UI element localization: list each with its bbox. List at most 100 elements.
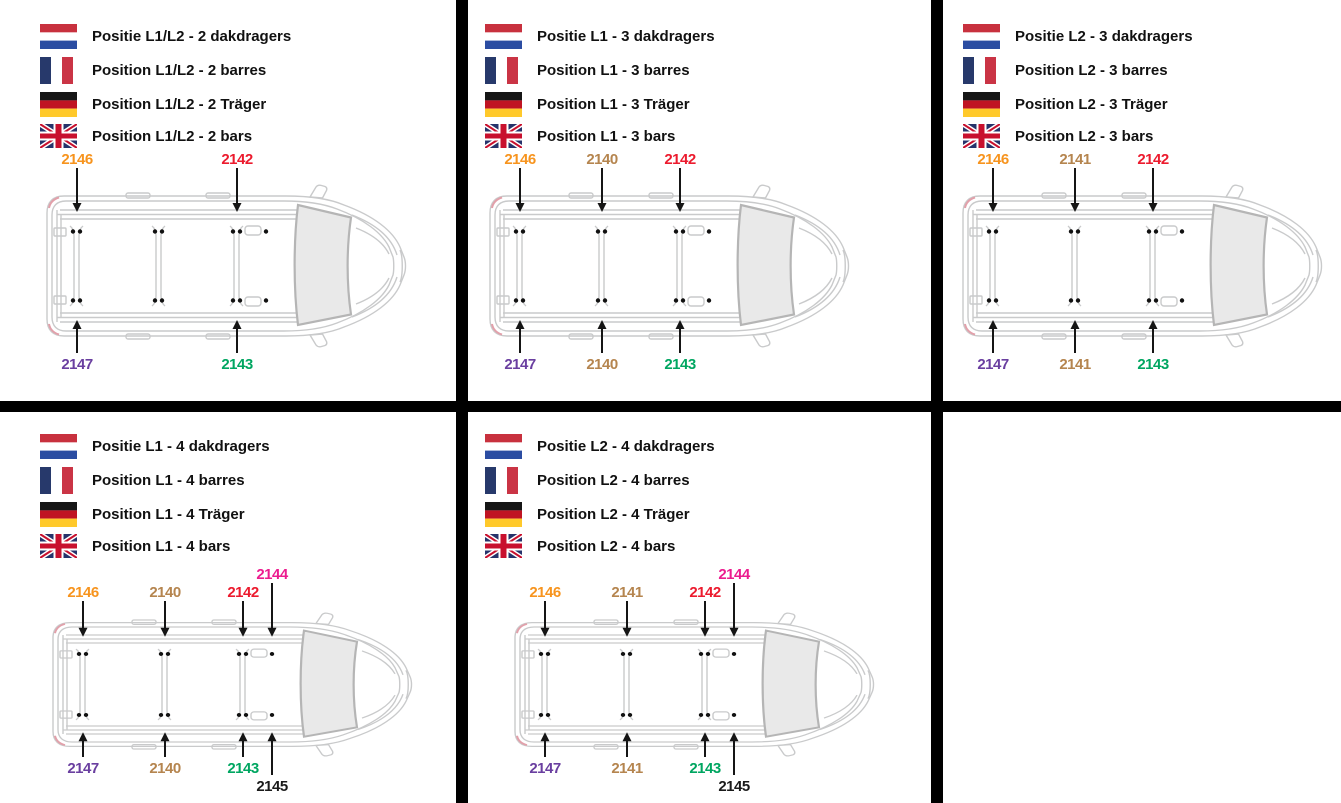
part-number-label: 2140 [586, 356, 618, 373]
flag-germany-icon [963, 91, 1000, 117]
legend-row-de: Position L1 - 3 Träger [485, 90, 690, 118]
legend-row-uk: Position L2 - 4 bars [485, 532, 675, 560]
legend-row-de: Position L1 - 4 Träger [40, 500, 245, 528]
panel-l2-4-bars: Positie L2 - 4 dakdragers Position L2 - … [470, 411, 931, 803]
part-number-label: 2144 [256, 566, 288, 583]
legend-label: Position L1 - 4 bars [92, 537, 231, 555]
part-number-label: 2142 [227, 584, 259, 601]
flag-netherlands-icon [485, 433, 522, 459]
flag-netherlands-icon [40, 433, 77, 459]
flag-uk-icon [485, 124, 522, 148]
van-top-view [962, 184, 1323, 348]
legend-label: Position L2 - 3 barres [1015, 61, 1168, 79]
part-number-label: 2146 [977, 151, 1009, 168]
legend-label: Positie L1/L2 - 2 dakdragers [92, 27, 292, 45]
part-number-label: 2147 [529, 760, 561, 777]
part-number-label: 2142 [689, 584, 721, 601]
part-number-label: 2147 [977, 356, 1009, 373]
taillight-accents [54, 623, 66, 746]
legend-label: Position L2 - 4 Träger [537, 505, 690, 523]
windshield [736, 203, 796, 327]
part-number-label: 2146 [529, 584, 561, 601]
taillight-accents [48, 196, 60, 336]
flag-uk-icon [485, 534, 522, 558]
part-number-label: 2145 [256, 778, 288, 795]
part-number-label: 2143 [227, 760, 259, 777]
legend-row-de: Position L2 - 3 Träger [963, 90, 1168, 118]
legend-label: Position L1 - 4 barres [92, 471, 245, 489]
flag-netherlands-icon [40, 23, 77, 49]
legend-label: Positie L1 - 3 dakdragers [537, 27, 715, 45]
taillight-accents [516, 623, 528, 746]
part-number-label: 2141 [1059, 356, 1091, 373]
legend-row-fr: Position L2 - 4 barres [485, 466, 690, 494]
flag-germany-icon [485, 501, 522, 527]
part-number-label: 2141 [1059, 151, 1091, 168]
legend-label: Position L2 - 4 bars [537, 537, 676, 555]
legend-label: Position L1 - 4 Träger [92, 505, 245, 523]
flag-germany-icon [485, 91, 522, 117]
legend-label: Position L2 - 3 bars [1015, 127, 1154, 145]
panel-l1-3-bars: Positie L1 - 3 dakdragers Position L1 - … [470, 0, 931, 400]
part-number-label: 2142 [221, 151, 253, 168]
van-top-view [489, 184, 850, 348]
van-top-view [514, 612, 875, 757]
legend-row-nl: Positie L2 - 3 dakdragers [963, 22, 1193, 50]
windshield [299, 629, 359, 738]
legend-label: Position L1/L2 - 2 Träger [92, 95, 267, 113]
mount-point-dots [76, 652, 275, 717]
legend-row-uk: Position L1/L2 - 2 bars [40, 122, 252, 150]
legend-row-fr: Position L1 - 4 barres [40, 466, 245, 494]
part-number-label: 2143 [664, 356, 696, 373]
legend-label: Position L1/L2 - 2 barres [92, 61, 267, 79]
taillight-accents [964, 196, 976, 336]
mount-point-dots [538, 652, 737, 717]
legend-row-nl: Positie L2 - 4 dakdragers [485, 432, 715, 460]
legend-label: Position L1/L2 - 2 bars [92, 127, 253, 145]
legend-label: Positie L2 - 4 dakdragers [537, 437, 715, 455]
legend-row-nl: Positie L1 - 3 dakdragers [485, 22, 715, 50]
legend-row-fr: Position L1 - 3 barres [485, 56, 690, 84]
part-number-label: 2143 [689, 760, 721, 777]
legend-label: Position L1 - 3 barres [537, 61, 690, 79]
windshield [761, 629, 821, 738]
flag-france-icon [40, 56, 77, 84]
part-number-label: 2141 [611, 584, 643, 601]
legend-row-nl: Positie L1 - 4 dakdragers [40, 432, 270, 460]
flag-france-icon [963, 56, 1000, 84]
flag-germany-icon [40, 91, 77, 117]
legend-row-de: Position L1/L2 - 2 Träger [40, 90, 266, 118]
mount-point-dots [70, 229, 269, 303]
part-number-label: 2146 [61, 151, 93, 168]
part-number-label: 2146 [504, 151, 536, 168]
part-number-label: 2140 [149, 760, 181, 777]
part-number-label: 2145 [718, 778, 750, 795]
flag-france-icon [40, 466, 77, 494]
flag-uk-icon [963, 124, 1000, 148]
part-number-label: 2147 [504, 356, 536, 373]
part-number-label: 2144 [718, 566, 750, 583]
legend-row-de: Position L2 - 4 Träger [485, 500, 690, 528]
panel-l1l2-2-bars: Positie L1/L2 - 2 dakdragers Position L1… [0, 0, 458, 400]
legend-label: Position L1 - 3 Träger [537, 95, 690, 113]
mount-point-dots [986, 229, 1185, 303]
part-number-label: 2147 [61, 356, 93, 373]
part-number-label: 2143 [1137, 356, 1169, 373]
part-number-label: 2146 [67, 584, 99, 601]
windshield [1209, 203, 1269, 327]
legend-row-uk: Position L2 - 3 bars [963, 122, 1153, 150]
panel-l1-4-bars: Positie L1 - 4 dakdragers Position L1 - … [0, 411, 458, 803]
flag-netherlands-icon [485, 23, 522, 49]
legend-label: Position L2 - 4 barres [537, 471, 690, 489]
legend-row-uk: Position L1 - 4 bars [40, 532, 230, 560]
windshield [293, 203, 353, 327]
flag-netherlands-icon [963, 23, 1000, 49]
van-top-view [52, 612, 413, 757]
flag-uk-icon [40, 534, 77, 558]
mount-point-dots [513, 229, 712, 303]
flag-france-icon [485, 466, 522, 494]
panel-l2-3-bars: Positie L2 - 3 dakdragers Position L2 - … [943, 0, 1341, 400]
legend-label: Position L1 - 3 bars [537, 127, 676, 145]
legend-label: Positie L2 - 3 dakdragers [1015, 27, 1193, 45]
van-top-view [46, 184, 407, 348]
